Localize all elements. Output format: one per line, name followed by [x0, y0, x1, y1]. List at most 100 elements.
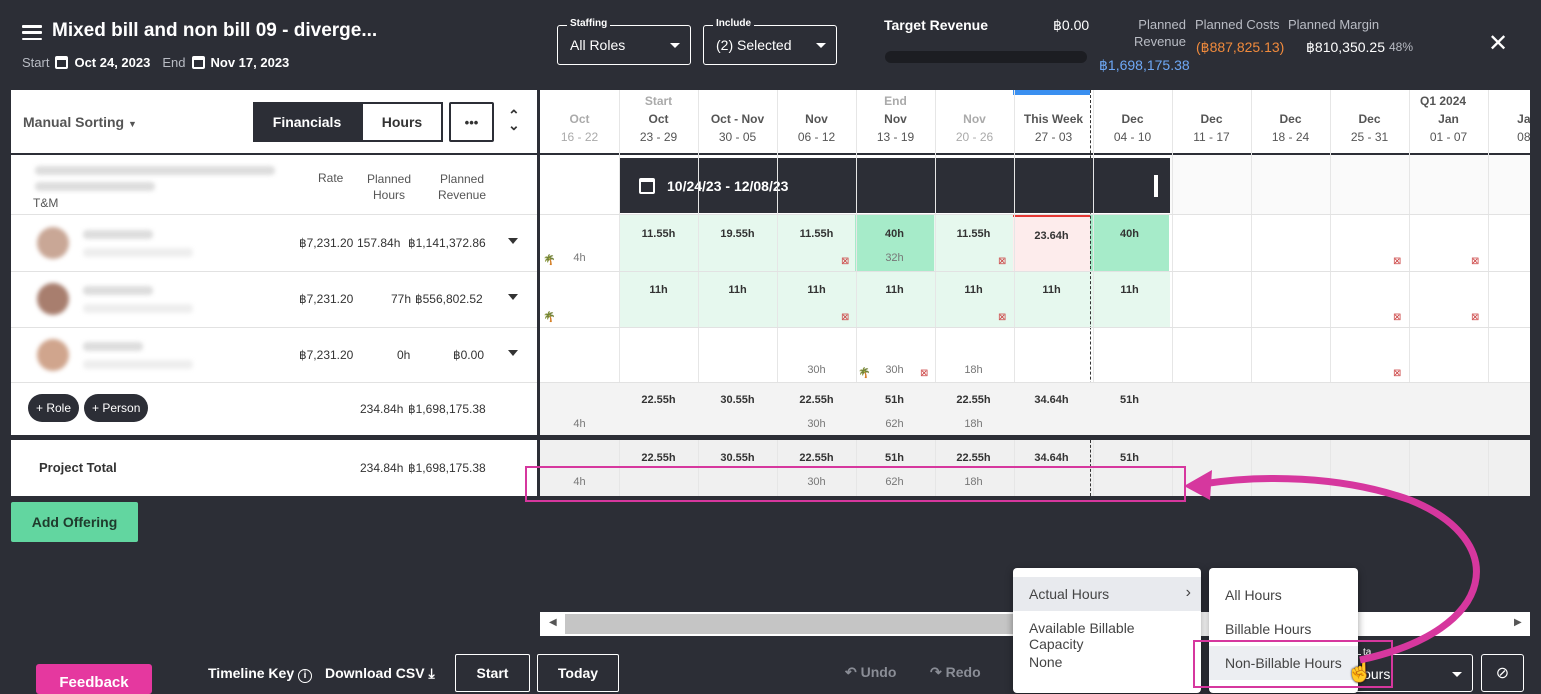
time-off-icon: ⊠: [1393, 312, 1402, 323]
expand-row-icon[interactable]: [508, 294, 518, 300]
sorting-dropdown[interactable]: Manual Sorting ▼: [23, 114, 137, 130]
week-column-header: Dec 18 - 24: [1271, 112, 1310, 144]
hamburger-menu-icon[interactable]: [22, 25, 42, 40]
grid-column-line: [1014, 90, 1015, 435]
hours-cell: 11h: [1042, 284, 1061, 296]
scroll-right-icon[interactable]: ▶: [1514, 617, 1522, 628]
hours-cell: 11h: [964, 284, 983, 296]
add-role-button[interactable]: + Role: [28, 394, 80, 422]
expand-row-icon[interactable]: [508, 350, 518, 356]
grid-column-line: [1014, 440, 1015, 496]
more-options-button[interactable]: •••: [449, 102, 494, 142]
menu-item-none[interactable]: None: [1029, 654, 1063, 670]
target-revenue-value: ฿0.00: [1053, 17, 1090, 33]
planned-revenue-label: Planned Revenue: [1133, 17, 1186, 49]
week-column-header: Dec 11 - 17: [1193, 112, 1230, 144]
download-icon: ⤓: [428, 665, 435, 681]
hours-cell: 23.64h: [1034, 230, 1069, 242]
timeline-key[interactable]: Timeline Key i: [208, 665, 313, 683]
actual-sum: 62h: [885, 418, 904, 430]
subtotal-revenue: ฿1,698,175.38: [408, 402, 486, 416]
chevron-down-icon: [816, 43, 826, 48]
include-select[interactable]: Include (2) Selected: [703, 18, 837, 65]
menu-item-all-hours[interactable]: All Hours: [1225, 587, 1282, 603]
context-menu: Actual Hours › Available Billable Capacit…: [1013, 568, 1201, 693]
subtotal-hours: 234.84h: [360, 402, 404, 416]
menu-item-non-billable-hours[interactable]: Non-Billable Hours: [1209, 646, 1358, 680]
staffing-label: Staffing: [567, 18, 611, 29]
row-revenue: ฿556,802.52: [415, 292, 483, 306]
hours-tab[interactable]: Hours: [361, 102, 443, 142]
resize-handle[interactable]: [1154, 175, 1158, 197]
hours-cell: 19.55h: [720, 228, 755, 240]
scrollbar-thumb[interactable]: [565, 614, 1015, 634]
total-cell: 51h: [1120, 452, 1139, 464]
row-revenue: ฿0.00: [453, 348, 484, 362]
redo-button[interactable]: ↷ Redo: [930, 664, 981, 680]
today-button[interactable]: Today: [537, 654, 619, 692]
add-person-button[interactable]: + Person: [84, 394, 149, 422]
grid-column-line: [1409, 440, 1410, 496]
submenu: All Hours Billable Hours Non-Billable Ho…: [1209, 568, 1358, 693]
add-offering-button[interactable]: Add Offering: [11, 502, 138, 542]
grid-column-line: [856, 440, 857, 496]
menu-item-actual-hours[interactable]: Actual Hours ›: [1013, 577, 1201, 611]
menu-item-available-capacity[interactable]: Available Billable Capacity: [1029, 620, 1135, 652]
total-actual: 30h: [807, 476, 826, 488]
total-actual: 18h: [964, 476, 983, 488]
actual-hours: 30h: [885, 364, 904, 376]
sum-cell: 34.64h: [1034, 394, 1069, 406]
target-revenue-bar: [885, 51, 1087, 63]
financials-tab[interactable]: Financials: [253, 102, 361, 142]
highlight-annotation: [525, 466, 1186, 502]
menu-item-billable-hours[interactable]: Billable Hours: [1225, 621, 1312, 637]
actual-sum: 18h: [964, 418, 983, 430]
time-off-icon: ⊠: [1393, 368, 1402, 379]
week-column-header: End Nov 13 - 19: [876, 94, 915, 144]
row-hours: 0h: [397, 348, 411, 362]
grid-column-line: [1093, 90, 1094, 435]
total-cell: 34.64h: [1034, 452, 1069, 464]
grid-column-line: [698, 90, 699, 435]
actual-hours: 30h: [807, 364, 826, 376]
actual-sum: 30h: [807, 418, 826, 430]
scroll-left-icon[interactable]: ◀: [549, 617, 557, 628]
holiday-icon: 🌴: [543, 255, 556, 266]
time-off-icon: ⊠: [841, 256, 850, 267]
avatar: [37, 283, 69, 315]
undo-icon: ↶: [845, 664, 857, 680]
time-off-icon: ⊠: [998, 256, 1007, 267]
feedback-button[interactable]: Feedback: [36, 664, 152, 694]
grid-column-line: [777, 440, 778, 496]
chevron-down-icon: [670, 43, 680, 48]
timeline-grid: Q1 2024 Oct 16 - 22 Start Oct 23 - 29 Oct - N…: [540, 90, 1530, 435]
end-date[interactable]: Nov 17, 2023: [210, 55, 290, 70]
download-csv[interactable]: Download CSV ⤓: [325, 665, 435, 681]
grid-column-line: [1330, 90, 1331, 435]
target-revenue-label: Target Revenue: [884, 17, 988, 33]
sum-cell: 30.55h: [720, 394, 755, 406]
staffing-select[interactable]: Staffing All Roles: [557, 18, 691, 65]
holiday-icon: 🌴: [543, 312, 556, 323]
start-date[interactable]: Oct 24, 2023: [74, 55, 151, 70]
grid-column-line: [1251, 90, 1252, 435]
total-actual: 62h: [885, 476, 904, 488]
redo-icon: ↷: [930, 664, 942, 680]
close-icon[interactable]: ✕: [1488, 30, 1509, 57]
sum-cell: 22.55h: [799, 394, 834, 406]
date-range-bar[interactable]: 10/24/23 - 12/08/23: [619, 158, 1170, 213]
rate-header: Rate: [318, 171, 344, 185]
calendar-icon: [639, 177, 655, 194]
grid-column-line: [619, 440, 620, 496]
hours-cell: 11.55h: [956, 228, 991, 240]
time-off-icon: ⊠: [998, 312, 1007, 323]
expand-row-icon[interactable]: [508, 238, 518, 244]
grid-column-line: [1172, 440, 1173, 496]
undo-button[interactable]: ↶ Undo: [845, 664, 897, 680]
time-off-icon: ⊠: [1393, 256, 1402, 267]
row-rate: ฿7,231.20: [299, 348, 354, 362]
hours-cell: 11.55h: [641, 228, 676, 240]
start-button[interactable]: Start: [455, 654, 530, 692]
total-cell: 51h: [885, 452, 904, 464]
collapse-icon[interactable]: ⌃ ⌄: [508, 107, 520, 133]
